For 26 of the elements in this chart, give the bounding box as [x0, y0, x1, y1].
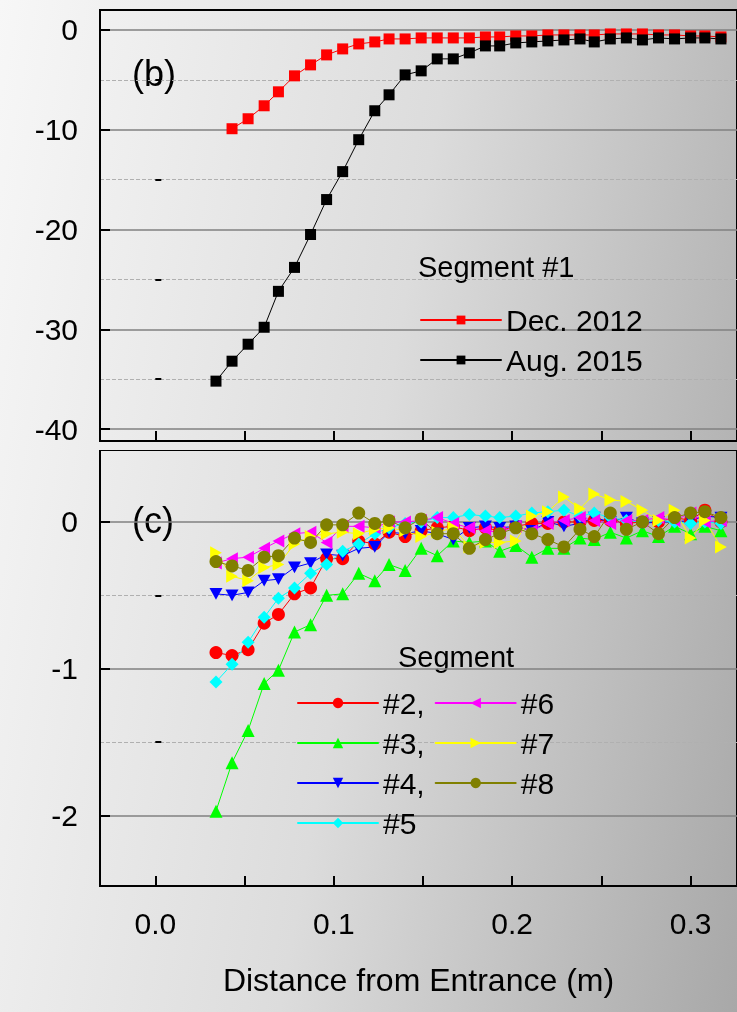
legend-label: #7 — [520, 726, 555, 760]
legend-label: #2, — [383, 686, 425, 720]
x-tick-label: 0.3 — [669, 906, 712, 940]
x-axis-title: Distance from Entrance (m) — [222, 962, 615, 998]
y-tick-label: -1 — [51, 652, 78, 686]
x-tick-label: 0.0 — [134, 906, 177, 940]
annotation: (b) — [132, 52, 176, 94]
y-tick-label: -20 — [34, 212, 78, 246]
x-tick-label: 0.1 — [312, 906, 355, 940]
legend-label: #5 — [383, 806, 417, 840]
annotation: (c) — [132, 499, 174, 541]
y-tick-label: -40 — [34, 412, 78, 446]
legend-title: Segment #1 — [418, 250, 575, 283]
x-tick-label: 0.2 — [491, 906, 534, 940]
legend-label: #8 — [520, 766, 555, 800]
y-tick-label: 0 — [61, 505, 78, 539]
legend-title: Segment — [398, 640, 515, 673]
y-tick-label: -30 — [34, 312, 78, 346]
legend-label: Dec. 2012 — [506, 303, 643, 337]
y-tick-label: -2 — [51, 799, 78, 833]
legend-label: #4, — [383, 766, 425, 800]
y-tick-label: -10 — [34, 113, 78, 147]
legend-label: #3, — [383, 726, 425, 760]
legend-label: Aug. 2015 — [506, 343, 643, 377]
legend-label: #6 — [520, 686, 555, 720]
y-tick-label: 0 — [61, 13, 78, 47]
